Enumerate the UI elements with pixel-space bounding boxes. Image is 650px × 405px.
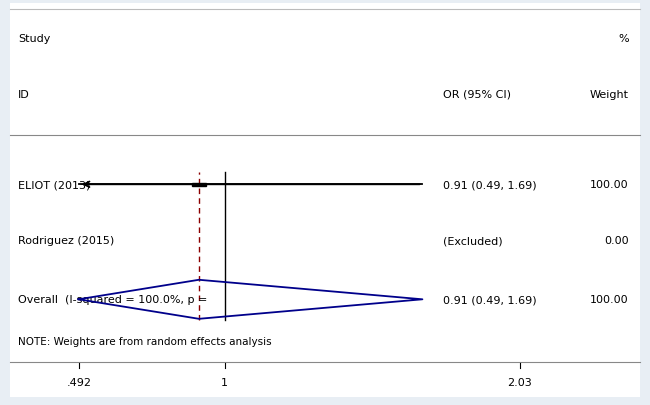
Text: ID: ID — [18, 90, 30, 100]
Text: 1: 1 — [221, 377, 228, 388]
Text: NOTE: Weights are from random effects analysis: NOTE: Weights are from random effects an… — [18, 336, 272, 346]
Text: %: % — [618, 34, 629, 44]
Text: ELIOT (2013): ELIOT (2013) — [18, 180, 91, 190]
Text: 2.03: 2.03 — [508, 377, 532, 388]
Text: OR (95% CI): OR (95% CI) — [443, 90, 510, 100]
Text: 0.91 (0.49, 1.69): 0.91 (0.49, 1.69) — [443, 180, 536, 190]
Text: 100.00: 100.00 — [590, 180, 629, 190]
Bar — [10, 136, 640, 397]
Text: .492: .492 — [66, 377, 92, 388]
Text: 0.00: 0.00 — [604, 235, 629, 245]
Text: 0.91 (0.49, 1.69): 0.91 (0.49, 1.69) — [443, 294, 536, 305]
Bar — [10, 4, 640, 136]
Text: Weight: Weight — [590, 90, 629, 100]
Text: 100.00: 100.00 — [590, 294, 629, 305]
Bar — [192, 183, 206, 187]
Text: Study: Study — [18, 34, 51, 44]
Text: (Excluded): (Excluded) — [443, 235, 502, 245]
Text: Rodriguez (2015): Rodriguez (2015) — [18, 235, 114, 245]
Text: Overall  (I-squared = 100.0%, p =: Overall (I-squared = 100.0%, p = — [18, 294, 208, 305]
